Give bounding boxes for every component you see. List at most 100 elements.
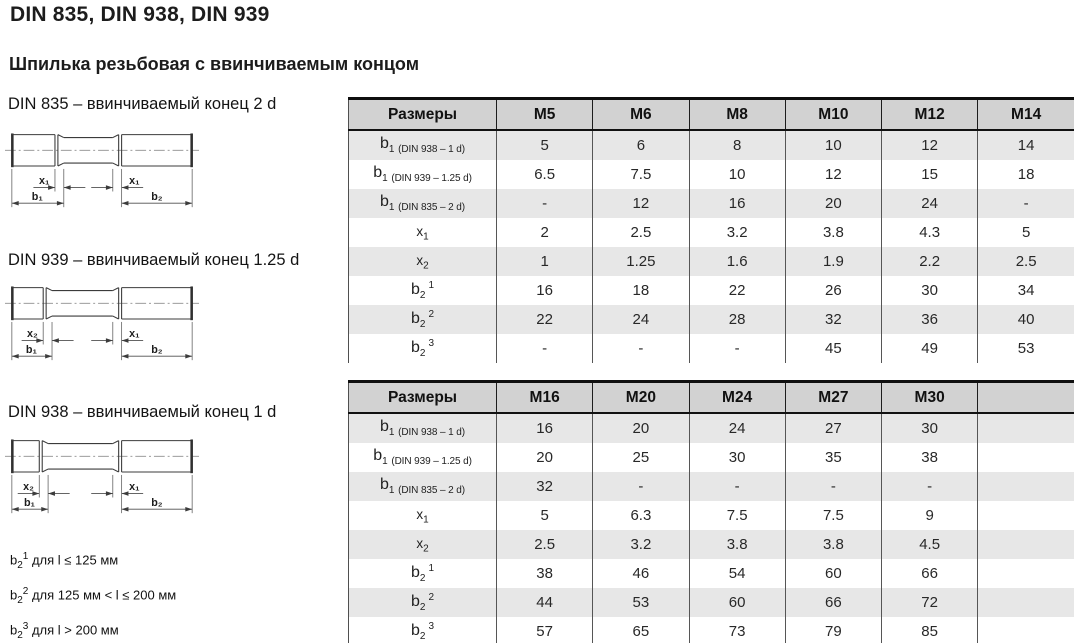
value-cell: 73 bbox=[688, 617, 786, 643]
column-header: M5 bbox=[495, 98, 593, 131]
table-large-sizes: Размеры M16 M20 M24 M27 M30 b1 (DIN 938 – 1 d)… bbox=[348, 380, 1074, 643]
value-cell: 2 bbox=[495, 218, 593, 247]
row-label-cell: b22 bbox=[349, 588, 497, 617]
stud-drawing-din939: x₂ x₁ b₁ b₂ bbox=[4, 286, 200, 361]
row-label: b23 bbox=[410, 337, 435, 360]
row-label: b23 bbox=[410, 620, 435, 643]
value-cell: 4.3 bbox=[880, 218, 978, 247]
column-header: M6 bbox=[592, 98, 689, 131]
dim-label-b2: b₂ bbox=[151, 344, 163, 356]
value-cell: 7.5 bbox=[688, 501, 786, 530]
column-header: M10 bbox=[784, 98, 882, 131]
table-row: b21 38 46 54 60 66 bbox=[349, 559, 1074, 588]
dim-label-b1: b₁ bbox=[24, 497, 36, 509]
value-cell: 60 bbox=[688, 588, 786, 617]
value-cell: 35 bbox=[784, 443, 882, 472]
row-label: b1 (DIN 938 – 1 d) bbox=[379, 135, 465, 156]
column-header bbox=[977, 381, 1074, 414]
value-cell: 2.5 bbox=[977, 247, 1074, 276]
value-cell: 66 bbox=[784, 588, 882, 617]
value-cell: 3.8 bbox=[784, 530, 882, 559]
header-row: Размеры M16 M20 M24 M27 M30 bbox=[348, 381, 1074, 414]
row-label-cell: b23 bbox=[349, 617, 497, 643]
dim-label-b1: b₁ bbox=[26, 344, 38, 356]
stud-drawing-din938: x₂ x₁ b₁ b₂ bbox=[4, 439, 200, 514]
table-row: b22 22 24 28 32 36 40 bbox=[348, 305, 1074, 334]
value-cell: 4.5 bbox=[880, 530, 978, 559]
value-cell: 2.5 bbox=[495, 530, 593, 559]
stud-drawing-din835: x₁ x₁ b₁ b₂ bbox=[4, 133, 200, 208]
stud-outline bbox=[11, 286, 193, 321]
row-label-cell: x2 bbox=[349, 530, 497, 559]
value-cell: 24 bbox=[592, 305, 689, 334]
value-cell: 72 bbox=[880, 588, 978, 617]
extension-lines bbox=[11, 321, 193, 361]
dimensions-table-m16-m30: Размеры M16 M20 M24 M27 M30 b1 (DIN 938 – 1 d)… bbox=[348, 380, 1074, 643]
value-cell: 53 bbox=[592, 588, 689, 617]
value-cell: 54 bbox=[688, 559, 786, 588]
row-label: x2 bbox=[416, 252, 429, 272]
row-label: x2 bbox=[416, 535, 429, 555]
value-cell: 66 bbox=[880, 559, 978, 588]
value-cell: 25 bbox=[592, 443, 689, 472]
value-cell: - bbox=[688, 334, 786, 363]
row-label: b21 bbox=[410, 562, 435, 585]
value-cell: 53 bbox=[977, 334, 1074, 363]
row-label-cell: b23 bbox=[349, 334, 497, 363]
table-row: x1 2 2.5 3.2 3.8 4.3 5 bbox=[349, 218, 1074, 247]
column-header: M27 bbox=[784, 381, 882, 414]
row-label: b1 (DIN 939 – 1.25 d) bbox=[373, 447, 472, 468]
column-header: M14 bbox=[977, 98, 1074, 131]
page-subtitle: Шпилька резьбовая с ввинчиваемым концом bbox=[9, 54, 420, 74]
value-cell: 44 bbox=[495, 588, 593, 617]
row-label-cell: b1 (DIN 939 – 1.25 d) bbox=[349, 160, 497, 189]
value-cell bbox=[977, 472, 1074, 501]
value-cell: 45 bbox=[784, 334, 882, 363]
value-cell: 18 bbox=[592, 276, 689, 305]
value-cell: 7.5 bbox=[784, 501, 882, 530]
drawing-caption-din939: DIN 939 – ввинчиваемый конец 1.25 d bbox=[8, 251, 300, 269]
value-cell: 28 bbox=[688, 305, 786, 334]
column-header: M8 bbox=[688, 98, 786, 131]
page-title: DIN 835, DIN 938, DIN 939 bbox=[10, 3, 270, 26]
value-cell: 16 bbox=[688, 189, 786, 218]
value-cell: 3.8 bbox=[688, 530, 786, 559]
value-cell: 18 bbox=[977, 160, 1074, 189]
table-row: b1 (DIN 939 – 1.25 d) 20 25 30 35 38 bbox=[349, 443, 1074, 472]
row-label: b22 bbox=[410, 591, 435, 614]
value-cell bbox=[977, 617, 1074, 643]
table-row: b1 (DIN 938 – 1 d) 5 6 8 10 12 14 bbox=[348, 130, 1074, 160]
row-label: x1 bbox=[416, 506, 429, 526]
value-cell: 10 bbox=[784, 130, 882, 160]
value-cell: 32 bbox=[784, 305, 882, 334]
row-label-cell: b22 bbox=[349, 305, 497, 334]
value-cell: - bbox=[688, 472, 786, 501]
stud-outline bbox=[11, 439, 193, 474]
value-cell: 5 bbox=[977, 218, 1074, 247]
value-cell: 38 bbox=[495, 559, 593, 588]
dim-label-x-right: x₁ bbox=[129, 481, 140, 493]
table-row: b21 16 18 22 26 30 34 bbox=[349, 276, 1074, 305]
dim-label-x-left: x₁ bbox=[39, 175, 50, 187]
table-row: x1 5 6.3 7.5 7.5 9 bbox=[349, 501, 1074, 530]
value-cell: 10 bbox=[688, 160, 786, 189]
dim-label-x-left: x₂ bbox=[27, 328, 38, 340]
value-cell: - bbox=[495, 189, 593, 218]
row-label: b22 bbox=[410, 308, 435, 331]
table-row: b23- - -45 49 53 bbox=[349, 334, 1074, 363]
header-row: Размеры M5 M6 M8 M10 M12 M14 bbox=[348, 98, 1074, 131]
dimension-lines bbox=[11, 338, 193, 359]
row-label-cell: b21 bbox=[349, 276, 497, 305]
value-cell: 3.8 bbox=[784, 218, 882, 247]
value-cell: 7.5 bbox=[592, 160, 689, 189]
drawing-caption-din938: DIN 938 – ввинчиваемый конец 1 d bbox=[8, 403, 277, 421]
row-label-cell: b1 (DIN 938 – 1 d) bbox=[349, 130, 497, 160]
dimensions-table-m5-m14: Размеры M5 M6 M8 M10 M12 M14 b1 (DIN 938 – 1 d)… bbox=[348, 97, 1074, 363]
dim-label-b2: b₂ bbox=[151, 497, 163, 509]
extension-lines bbox=[11, 474, 193, 514]
table-row: b22 44 53 60 66 72 bbox=[348, 588, 1074, 617]
value-cell: 49 bbox=[880, 334, 978, 363]
column-header: Размеры bbox=[348, 98, 497, 131]
dim-label-x-right: x₁ bbox=[129, 328, 140, 340]
footnote: b22 для 125 мм < l ≤ 200 мм bbox=[10, 585, 177, 606]
